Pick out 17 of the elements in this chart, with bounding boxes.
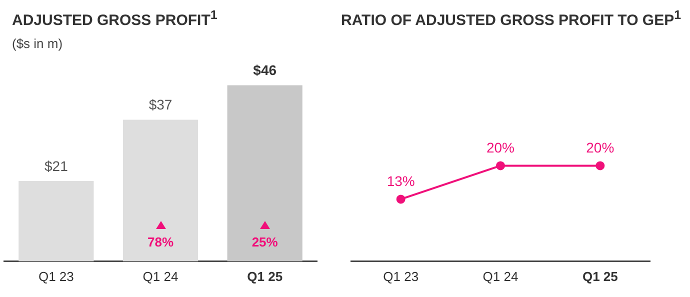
x-tick-label: Q1 25 — [582, 268, 618, 284]
data-label: $37 — [148, 96, 172, 113]
x-tick-label: Q1 25 — [247, 268, 283, 284]
chart-title: ADJUSTED GROSS PROFIT$^{1}$ — [12, 8, 218, 29]
annotation: 25% — [252, 234, 278, 250]
data-label: 13% — [386, 173, 415, 190]
chart-title: RATIO OF ADJUSTED GROSS PROFIT TO GEP$^{1}$ — [341, 8, 682, 29]
data-label: 20% — [586, 140, 614, 156]
data-label: $21 — [44, 158, 68, 174]
annotation: 78% — [147, 234, 174, 250]
x-tick-label: Q1 23 — [38, 268, 74, 284]
x-tick-label: Q1 24 — [482, 268, 518, 284]
x-tick-label: Q1 24 — [142, 268, 178, 284]
x-tick-label: Q1 23 — [383, 268, 419, 284]
chart-subtitle: ($s in m) — [12, 36, 63, 51]
data-label: 20% — [486, 140, 515, 156]
data-label: $46 — [253, 62, 277, 78]
